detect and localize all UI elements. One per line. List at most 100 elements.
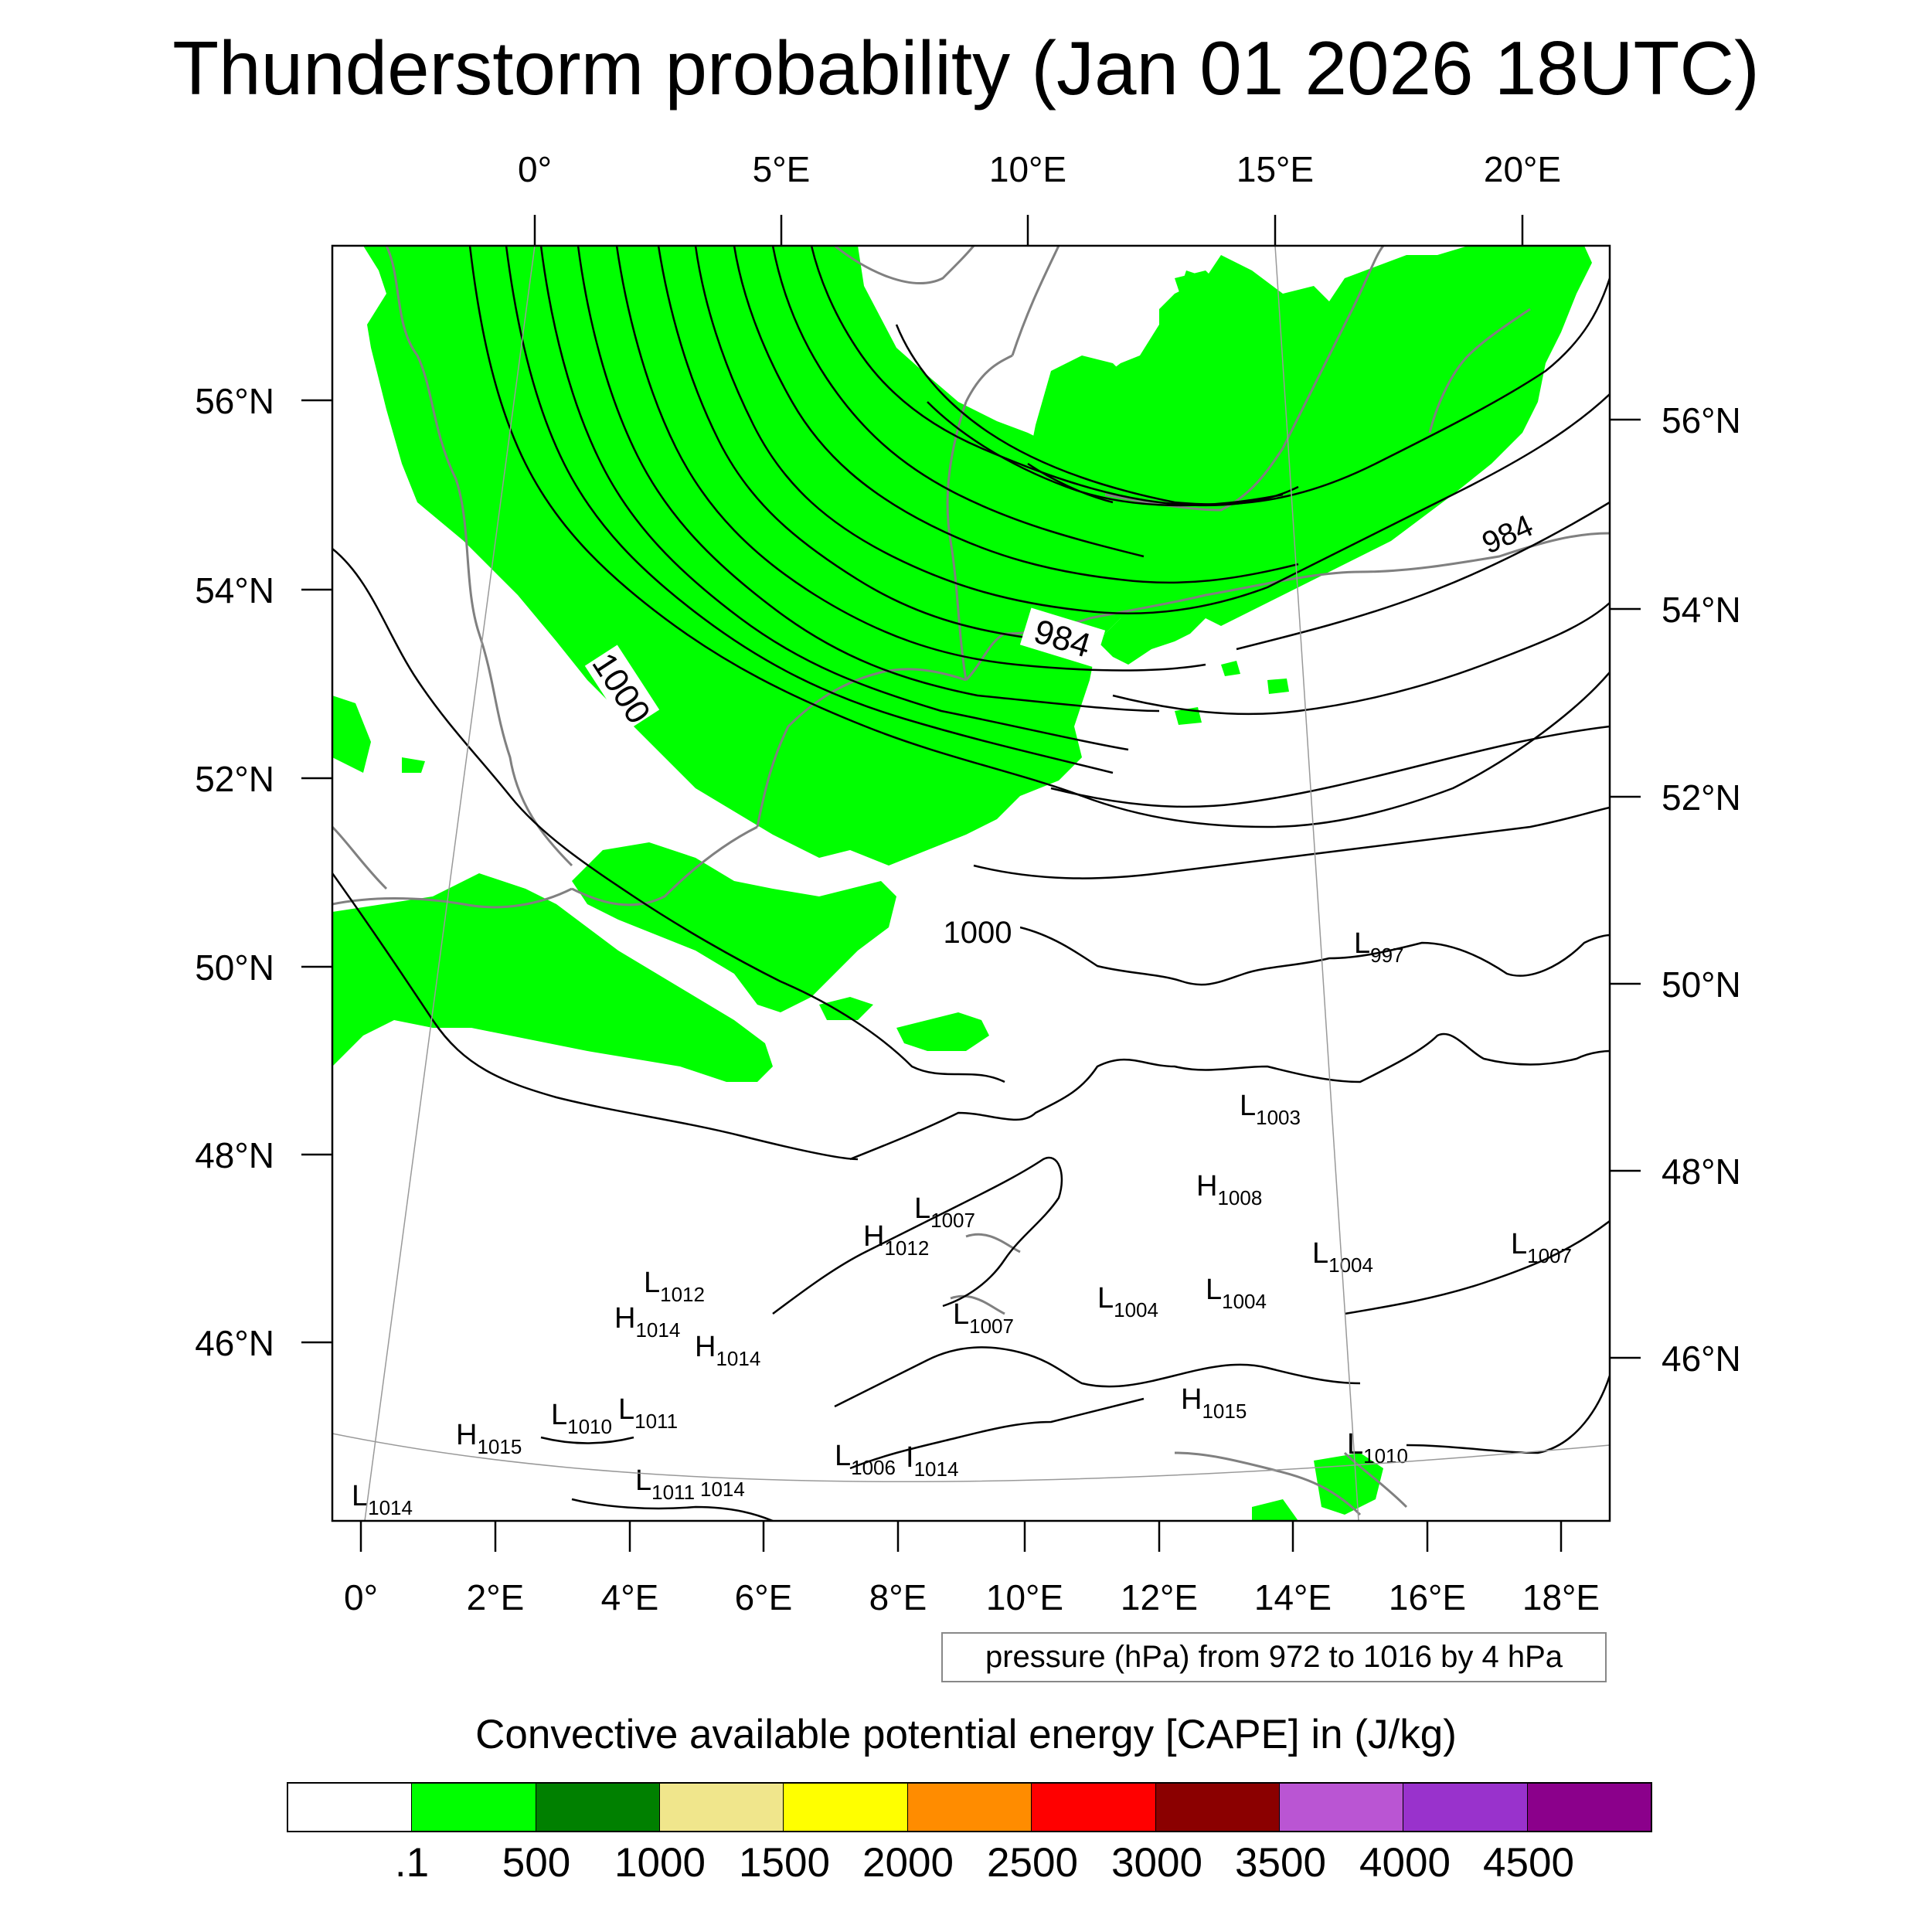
colorbar-label: 2500 [987,1840,1078,1886]
coast-latvia [1428,308,1531,434]
pressure-center: L1007 [953,1298,1014,1338]
pressure-center: L1006 [835,1440,896,1479]
colorbar-swatch [288,1784,413,1831]
cape-region-northeast [1097,246,1592,665]
pressure-center: L1007 [914,1192,975,1232]
colorbar-label: 4000 [1359,1840,1451,1886]
isobar-6 [657,246,1060,643]
isobar-4 [577,246,1160,713]
isobar-alps-3 [849,1397,1145,1470]
coast-norway [834,246,975,284]
pressure-center: L1010 [551,1399,612,1438]
bottom-lon-label: 0° [344,1577,378,1617]
bottom-lon-label: 14°E [1254,1577,1332,1617]
isobar-15 [1112,602,1610,716]
colorbar-swatch [907,1784,1032,1831]
right-lat-label: 48°N [1662,1151,1741,1192]
colorbar-swatch [536,1784,661,1831]
left-lat-label: 52°N [195,759,274,799]
colorbar [287,1782,1652,1832]
colorbar-label: 1000 [614,1840,706,1886]
cape-region-belgium [572,842,896,1012]
coast-croatia [1343,1451,1408,1509]
pressure-center: L1007 [1511,1228,1572,1267]
colorbar-label: 1500 [739,1840,830,1886]
pressure-center: H1015 [1181,1383,1247,1423]
pressure-center: 1014 [700,1478,745,1501]
isobars [332,246,1610,1521]
coast-sweden-south [1104,447,1284,512]
colorbar-swatch [1155,1784,1280,1831]
left-lat-label: 46°N [195,1323,274,1363]
colorbar-swatch [1032,1784,1156,1831]
cape-region-france-west [332,873,773,1082]
coast-france-north [571,825,758,906]
cape-region-spot-1 [896,1012,989,1051]
pressure-center: L1004 [1206,1274,1267,1313]
coast-france-west [332,825,388,890]
colorbar-swatch [660,1784,784,1831]
cape-region-patch-a [1179,270,1217,309]
pressure-center: L1014 [352,1480,413,1519]
top-lon-label: 5°E [753,149,811,189]
right-lat-label: 54°N [1662,590,1741,630]
isobar-14 [1236,501,1610,651]
isobar-9 [771,246,1145,558]
isobar-east-2 [1406,1375,1610,1454]
top-lon-label: 15°E [1236,149,1314,189]
pressure-center: L1010 [1347,1428,1408,1468]
bottom-lon-label: 16°E [1389,1577,1466,1617]
pressure-centers: L997 L1003 H1008 L1007 H1012 L1012 H1014… [352,927,1572,1519]
tick-labels: 0° 5°E 10°E 15°E 20°E 0° 2°E 4°E 6°E 8°E… [195,149,1741,1617]
coast-uk-east [385,246,573,867]
right-lat-label: 46°N [1662,1338,1741,1379]
isobar-2 [505,246,1114,774]
coast-uk-south [332,887,573,909]
graticule [332,246,1610,1521]
bottom-lon-label: 12°E [1121,1577,1198,1617]
axis-ticks [301,215,1641,1552]
colorbar-label: 3000 [1111,1840,1202,1886]
top-lon-label: 20°E [1484,149,1561,189]
isobar-8 [733,246,1299,584]
isobar-11 [895,277,1610,505]
colorbar-label: .1 [394,1840,430,1886]
colorbar-title: Convective available potential energy [C… [475,1712,1457,1757]
pressure-center: L1011 [618,1393,678,1433]
pressure-center: H1015 [456,1419,522,1458]
pressure-center: I1014 [906,1441,958,1481]
left-lat-label: 54°N [195,570,274,611]
colorbar-swatch [412,1784,536,1831]
colorbar-label: 500 [502,1840,571,1886]
coast-adriatic [1174,1451,1362,1516]
colorbar-label: 3500 [1235,1840,1326,1886]
pressure-center: L1011 [635,1464,695,1504]
colorbar-swatch [1527,1784,1651,1831]
cape-region-dot-2 [1221,661,1240,676]
pressure-center: L997 [1354,927,1404,967]
colorbar-swatch [1279,1784,1404,1831]
isobar-low-b [571,1498,774,1521]
map-title: Thunderstorm probability (Jan 01 2026 18… [172,26,1760,111]
bottom-lon-label: 4°E [601,1577,659,1617]
colorbar-label: 2000 [862,1840,954,1886]
pressure-center: H1014 [614,1302,680,1342]
isobar-label-984-b: 984 [1477,509,1538,560]
left-lat-label: 56°N [195,381,274,421]
pressure-info-box: pressure (hPa) from 972 to 1016 by 4 hPa [941,1632,1607,1682]
isobar-17 [973,806,1610,879]
bottom-lon-label: 18°E [1522,1577,1600,1617]
meridian-0 [364,246,536,1521]
colorbar-swatch [1403,1784,1528,1831]
pressure-center: L1003 [1240,1090,1301,1129]
top-lon-label: 10°E [989,149,1066,189]
isobar-south-1 [332,872,859,1161]
colorbar-label: 4500 [1483,1840,1574,1886]
cape-region-denmark [1020,355,1144,572]
pressure-center: L1012 [644,1267,705,1306]
left-lat-label: 48°N [195,1135,274,1175]
map-frame [331,244,1611,1522]
right-lat-label: 52°N [1662,777,1741,818]
pressure-center: H1014 [695,1331,760,1370]
bottom-lon-label: 2°E [467,1577,525,1617]
